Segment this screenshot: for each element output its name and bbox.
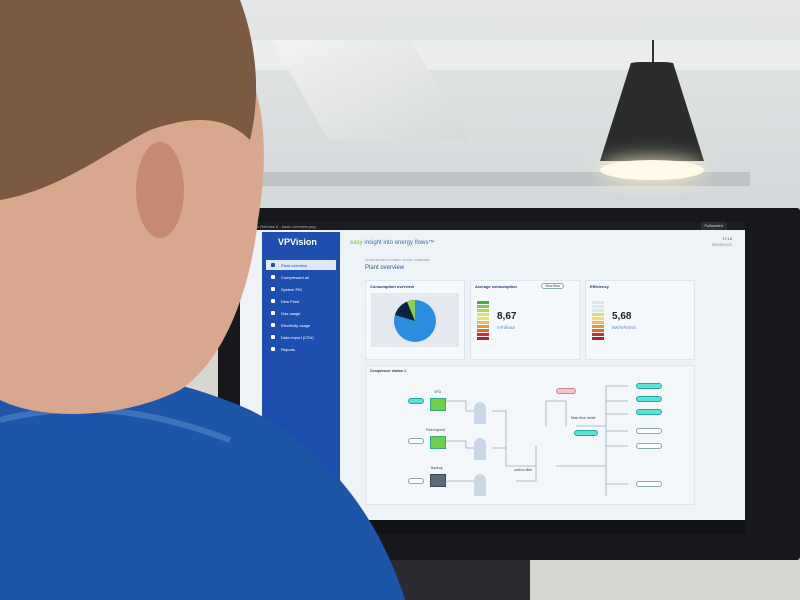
monitor-stand: [390, 556, 530, 600]
carbon-filter-label: carbon filter: [514, 468, 533, 472]
air-receiver-tank[interactable]: [474, 474, 486, 496]
sidebar-item-reports[interactable]: Reports: [266, 344, 336, 354]
droplet-icon: [271, 299, 275, 303]
breadcrumb[interactable]: VPINSTRUMENTS DEMO / PLANT OVERVIEW: [365, 258, 430, 262]
consumption-card: Consumption overview: [365, 280, 465, 360]
sidebar-item-gas-usage[interactable]: Gas usage: [266, 308, 336, 318]
backup-compressor[interactable]: [430, 474, 446, 487]
card-title: Consumption overview: [370, 284, 415, 289]
backup-label: Backup: [431, 466, 443, 470]
main-content: easy insight into energy flows™ 17:18 06…: [340, 232, 740, 514]
air-receiver-tank[interactable]: [474, 402, 486, 424]
sidebar-item-electricity-usage[interactable]: Electricity usage: [266, 320, 336, 330]
nav-label: Reports: [281, 347, 296, 352]
fixed-speed-label: Fixed speed: [426, 428, 446, 432]
air-receiver-tank[interactable]: [474, 438, 486, 460]
power-tag[interactable]: [408, 398, 424, 404]
flow-tag[interactable]: [636, 428, 662, 434]
diagram-icon: [271, 287, 275, 291]
factory-icon: [271, 263, 275, 267]
tagline-text: insight into energy flows™: [362, 240, 435, 246]
tagline-accent: easy: [350, 240, 363, 246]
nav-label: System PID: [281, 287, 303, 292]
gas-icon: [271, 311, 275, 315]
average-consumption-card: Average consumption View flow 8,67 m³n/h…: [470, 280, 580, 360]
export-icon: [271, 335, 275, 339]
efficiency-unit: kW/m³n/min: [612, 325, 636, 330]
nav-label: Data export (CSV): [281, 335, 314, 340]
blue-shirt: [0, 372, 405, 600]
pipe-lines: [446, 385, 628, 496]
sidebar-item-dew-point[interactable]: Dew Point: [266, 296, 336, 306]
main-flow-meter-label: Main flow meter: [571, 416, 596, 420]
flow-tag[interactable]: [636, 481, 662, 487]
clock-date: 06/05/2022: [711, 242, 732, 247]
station-title: Compressor station 1: [370, 369, 406, 373]
nav-label: Dew Point: [281, 299, 300, 304]
efficiency-value: 5,68: [612, 311, 632, 322]
nav-label: Gas usage: [281, 311, 301, 316]
card-title: Average consumption: [475, 284, 517, 289]
average-unit: m³n/hour: [497, 325, 516, 330]
sidebar-item-compressed-air[interactable]: Compressed air: [266, 272, 336, 282]
flow-tag[interactable]: [636, 409, 662, 415]
flow-tag[interactable]: [574, 430, 598, 436]
tagline: easy insight into energy flows™: [350, 240, 434, 246]
vfd-label: VFD: [434, 390, 441, 394]
report-icon: [271, 347, 275, 351]
air-icon: [271, 275, 275, 279]
clock-time: 17:18: [721, 236, 732, 241]
logo: VPVision: [278, 237, 317, 247]
lamp-light: [600, 160, 704, 180]
card-title: Efficiency: [590, 284, 609, 289]
ear: [136, 142, 184, 238]
fixed-speed-compressor[interactable]: [430, 436, 446, 449]
efficiency-card: Efficiency 5,68 kW/m³n/min: [585, 280, 695, 360]
nav-label: Electricity usage: [281, 323, 311, 328]
pie-slice-green: [407, 300, 415, 321]
flow-tag[interactable]: [636, 383, 662, 389]
power-tag[interactable]: [408, 478, 424, 484]
nav-label: Compressed air: [281, 275, 310, 280]
pie-chart: [371, 293, 459, 347]
electricity-icon: [271, 323, 275, 327]
flow-tag[interactable]: [636, 443, 662, 449]
sidebar-item-data-export[interactable]: Data export (CSV): [266, 332, 336, 342]
nav-label: Plant overview: [281, 263, 308, 268]
level-bars: [477, 301, 489, 341]
view-flow-button[interactable]: View flow: [541, 283, 564, 289]
hair: [0, 0, 257, 200]
power-tag[interactable]: [408, 438, 424, 444]
average-value: 8,67: [497, 311, 517, 322]
flow-tag[interactable]: [636, 396, 662, 402]
fullscreen-button[interactable]: Fullscreen: [700, 222, 727, 230]
sidebar-item-plant-overview[interactable]: Plant overview: [266, 260, 336, 270]
temperature-tag[interactable]: [556, 388, 576, 394]
sidebar-item-system-pid[interactable]: System PID: [266, 284, 336, 294]
compressor-station-diagram: Compressor station 1 VFD Fixed speed Bac…: [365, 365, 695, 505]
vfd-compressor[interactable]: [430, 398, 446, 411]
page-title: Plant overview: [365, 265, 405, 271]
window-title: VPVision Release 6 - basic overview.png: [240, 222, 745, 230]
level-bars: [592, 301, 604, 341]
